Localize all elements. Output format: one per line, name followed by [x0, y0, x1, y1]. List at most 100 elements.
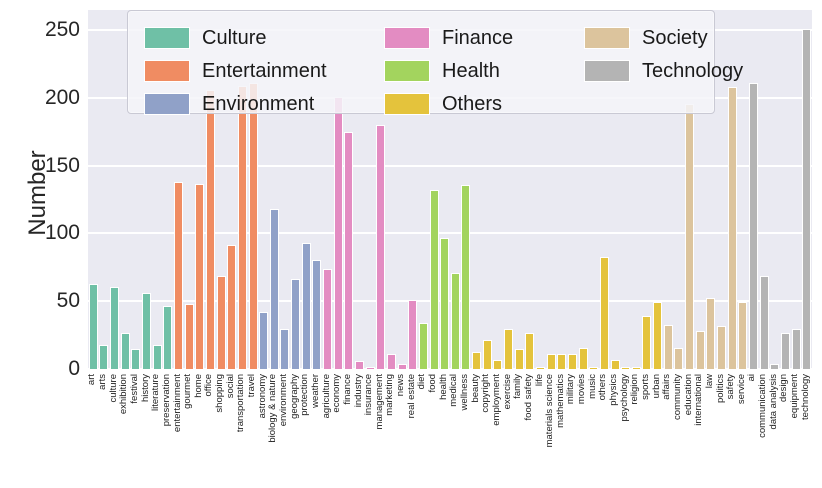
x-tick-label: equipment — [789, 374, 801, 419]
gridline — [88, 164, 812, 167]
bar-medical — [450, 273, 460, 369]
bar-marketing — [386, 354, 396, 369]
bar-law — [706, 297, 716, 369]
bar-travel — [248, 83, 258, 369]
bar-family — [514, 349, 524, 369]
bar-food-safety — [525, 332, 535, 369]
bar-shopping — [216, 275, 226, 369]
bar-literature — [152, 344, 162, 369]
bar-geography — [291, 278, 301, 369]
x-tick-label: religion — [629, 374, 641, 405]
x-tick-label: biology & nature — [267, 374, 279, 443]
gridline — [88, 368, 812, 370]
bar-military — [567, 354, 577, 369]
bar-preservation — [163, 305, 173, 369]
x-tick-label: employment — [490, 374, 502, 426]
bar-communication — [759, 275, 769, 369]
legend-swatch-culture — [144, 27, 190, 49]
x-tick-label: materials science — [544, 374, 556, 448]
bar-food — [429, 190, 439, 369]
bar-materials-science — [546, 354, 556, 369]
gridline — [88, 232, 812, 235]
legend-label: Society — [642, 27, 708, 49]
bar-exhibition — [120, 332, 130, 369]
bar-affairs — [663, 324, 673, 369]
bar-management — [376, 125, 386, 369]
bar-beauty — [472, 351, 482, 369]
legend-label: Culture — [202, 27, 267, 49]
x-tick-label: food safety — [522, 374, 534, 421]
bar-astronomy — [259, 312, 269, 369]
x-tick-label: food — [427, 374, 439, 393]
y-tick-label: 150 — [44, 153, 80, 177]
bar-wellness — [461, 184, 471, 369]
x-tick-label: medical — [448, 374, 460, 407]
bar-mathematics — [557, 354, 567, 369]
x-tick-label: office — [203, 374, 215, 397]
bar-politics — [717, 325, 726, 369]
x-tick-label: law — [703, 374, 715, 389]
x-tick-label: family — [512, 374, 524, 399]
bar-data-analysis — [770, 363, 780, 369]
x-tick-label: copyright — [480, 374, 492, 413]
x-tick-label: travel — [246, 374, 258, 398]
x-tick-label: entertainment — [171, 374, 183, 433]
x-tick-label: environment — [277, 374, 289, 427]
x-tick-label: transportation — [235, 374, 247, 433]
legend-label: Others — [442, 93, 503, 115]
bar-art — [88, 283, 98, 369]
bar-real-estate — [408, 300, 418, 369]
gridline — [88, 300, 812, 303]
bar-gourmet — [184, 304, 194, 369]
bar-home — [195, 183, 205, 369]
x-tick-label: weather — [309, 374, 321, 408]
legend-label: Environment — [202, 93, 315, 115]
bar-environment — [280, 328, 290, 369]
bar-education — [685, 103, 695, 369]
x-tick-label: wellness — [458, 374, 470, 411]
x-tick-label: physics — [608, 374, 620, 406]
bar-finance — [344, 132, 354, 369]
x-tick-label: ai — [746, 374, 758, 382]
legend-swatch-finance — [384, 27, 430, 49]
legend-swatch-health — [384, 60, 430, 82]
x-tick-label: international — [693, 374, 705, 426]
bar-copyright — [482, 339, 492, 369]
bar-transportation — [237, 85, 247, 369]
bar-design — [780, 332, 790, 369]
x-tick-label: diet — [416, 374, 428, 390]
bar-insurance — [365, 366, 375, 369]
bar-urban — [653, 301, 663, 369]
bar-life — [536, 366, 545, 369]
x-tick-label: preservation — [160, 374, 172, 427]
legend-swatch-technology — [584, 60, 630, 82]
x-tick-label: arts — [96, 374, 108, 390]
bar-movies — [578, 347, 588, 369]
bar-entertainment — [174, 182, 183, 369]
x-tick-label: exhibition — [118, 374, 130, 415]
y-tick-label: 0 — [68, 357, 80, 380]
bar-employment — [493, 359, 503, 369]
bar-arts — [99, 344, 109, 369]
x-tick-label: community — [671, 374, 683, 420]
bar-agriculture — [323, 269, 333, 369]
x-tick-label: affairs — [661, 374, 673, 400]
y-tick-label: 50 — [56, 289, 80, 313]
bar-festival — [131, 349, 141, 369]
bar-biology-nature — [269, 209, 279, 369]
bar-diet — [418, 323, 428, 369]
legend-swatch-environment — [144, 93, 190, 115]
bar-psychology — [621, 366, 631, 369]
bar-news — [397, 363, 407, 369]
bar-others — [599, 256, 609, 369]
bar-service — [738, 301, 748, 369]
x-tick-label: others — [597, 374, 609, 401]
bar-sports — [642, 316, 652, 369]
x-tick-label: life — [533, 374, 545, 387]
bar-health — [440, 237, 450, 369]
bar-weather — [312, 259, 322, 369]
x-tick-label: insurance — [363, 374, 375, 416]
bar-exercise — [504, 328, 514, 369]
x-tick-label: finance — [341, 374, 353, 405]
